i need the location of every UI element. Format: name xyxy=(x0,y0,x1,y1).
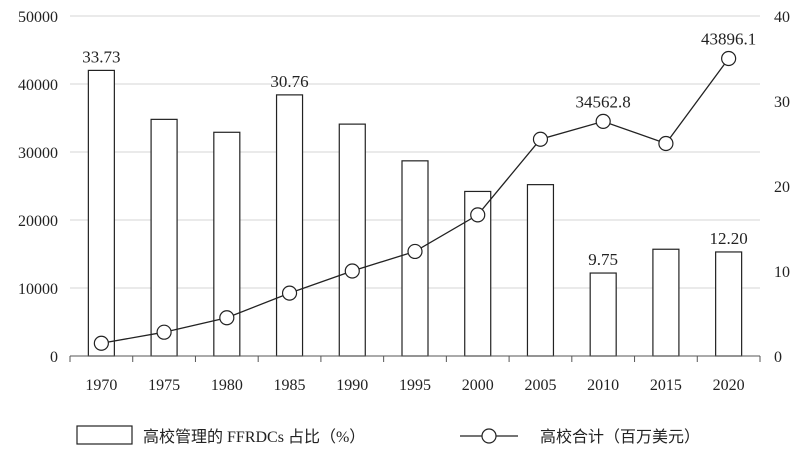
legend: 高校管理的 FFRDCs 占比（%） 高校合计（百万美元） xyxy=(76,425,700,446)
y-right-tick-label: 40 xyxy=(774,9,790,26)
line-point-1975 xyxy=(156,324,172,340)
legend-line-label: 高校合计（百万美元） xyxy=(540,427,700,446)
y-left-tick-label: 40000 xyxy=(18,77,58,94)
x-tick-label: 2000 xyxy=(462,377,494,394)
x-tick-label: 2015 xyxy=(650,377,682,394)
bar-data-label: 12.20 xyxy=(710,229,748,248)
bar-data-label: 33.73 xyxy=(82,47,120,66)
line-point-2005 xyxy=(532,131,549,147)
line-point-1985 xyxy=(281,285,298,301)
legend-bar-swatch xyxy=(76,425,133,445)
bar-series xyxy=(87,69,743,357)
left-y-axis: 0 10000 20000 30000 40000 50000 xyxy=(18,9,58,366)
y-left-tick-label: 0 xyxy=(50,349,58,366)
bar-2005 xyxy=(526,184,555,357)
data-labels: 33.73 30.76 9.75 12.20 34562.8 43896.1 xyxy=(82,30,756,270)
bar-2020 xyxy=(715,251,743,357)
x-tick-label: 1995 xyxy=(399,377,431,394)
line-data-label: 34562.8 xyxy=(576,92,631,111)
bar-2015 xyxy=(652,248,680,357)
legend-line-marker xyxy=(481,428,497,444)
legend-bar-label: 高校管理的 FFRDCs 占比（%） xyxy=(143,427,365,446)
x-tick-label: 1975 xyxy=(148,377,180,394)
line-point-1980 xyxy=(219,310,235,326)
line-point-1970 xyxy=(93,335,109,351)
line-data-label: 43896.1 xyxy=(701,30,756,49)
bar-2010 xyxy=(589,272,617,357)
x-tick-label: 1985 xyxy=(274,377,306,394)
x-tick-label: 1990 xyxy=(336,377,368,394)
y-right-tick-label: 30 xyxy=(774,94,790,111)
bar-1985 xyxy=(275,94,304,357)
line-point-2000 xyxy=(470,207,486,223)
x-tick-label: 1980 xyxy=(211,377,243,394)
line-point-2020 xyxy=(721,50,737,67)
line-point-2015 xyxy=(658,135,674,152)
bar-data-label: 9.75 xyxy=(588,250,618,269)
gridlines xyxy=(70,15,760,289)
y-right-tick-label: 20 xyxy=(774,179,790,196)
y-left-tick-label: 10000 xyxy=(18,281,58,298)
y-left-tick-label: 50000 xyxy=(18,9,58,26)
x-tick-label: 2005 xyxy=(524,377,556,394)
line-series xyxy=(93,50,737,351)
line-point-2010 xyxy=(595,113,611,130)
y-left-tick-label: 20000 xyxy=(18,213,58,230)
line-point-1995 xyxy=(407,243,423,260)
bar-1975 xyxy=(150,118,178,357)
x-tick-label: 2010 xyxy=(587,377,619,394)
bar-data-label: 30.76 xyxy=(270,72,308,91)
bar-1970 xyxy=(87,69,115,357)
x-tick-label: 2020 xyxy=(713,377,745,394)
x-tick-label: 1970 xyxy=(85,377,117,394)
x-axis: 1970 1975 1980 1985 1990 1995 2000 2005 2010 2015… xyxy=(69,355,761,394)
y-left-tick-label: 30000 xyxy=(18,145,58,162)
line-point-1990 xyxy=(344,263,360,279)
bar-1990 xyxy=(338,123,366,357)
y-right-tick-label: 10 xyxy=(774,264,790,281)
right-y-axis: 0 10 20 30 40 xyxy=(774,9,790,366)
y-right-tick-label: 0 xyxy=(774,349,782,366)
